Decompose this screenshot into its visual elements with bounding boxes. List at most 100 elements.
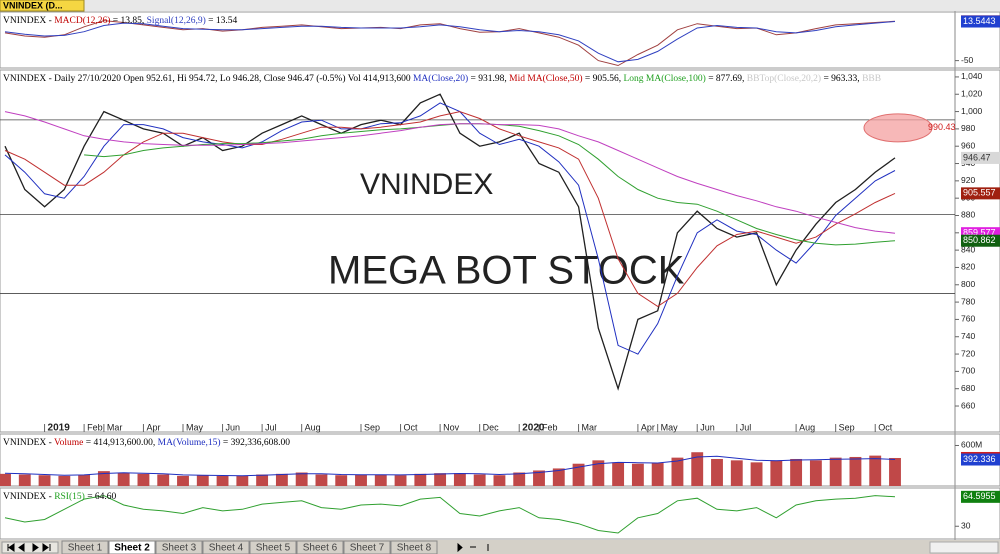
volume-bar xyxy=(730,460,743,486)
panel: 30 64.5955 VNINDEX - RSI(15) = 64.60 xyxy=(0,487,1000,540)
header-part: Signal(12,26,9) xyxy=(147,15,206,26)
header-part: MACD(12,26) xyxy=(54,15,110,26)
sheet-tab-label: Sheet 4 xyxy=(209,543,244,554)
series-line xyxy=(4,111,896,234)
x-tick-label: Dec xyxy=(483,422,500,432)
x-tick-label: Mar xyxy=(582,422,598,432)
nav-arrows xyxy=(7,543,51,552)
value-marker xyxy=(961,15,1000,28)
scrollbar[interactable] xyxy=(929,541,999,554)
nav-buttons[interactable] xyxy=(1,541,59,554)
header-part: Volume xyxy=(54,438,83,448)
value-marker-label: 859.577 xyxy=(963,228,996,238)
header-part: = 963.33, xyxy=(821,74,862,84)
volume-bar xyxy=(829,457,842,486)
sheet-tab[interactable] xyxy=(296,540,344,554)
watermark: VNINDEX xyxy=(360,168,493,201)
volume-bar xyxy=(592,460,605,486)
y-tick-label: 1,020 xyxy=(961,88,983,98)
y-tick-label: 700 xyxy=(961,366,975,376)
sheet-tab-label: Sheet 1 xyxy=(68,543,103,554)
sheet-tab[interactable] xyxy=(61,540,109,554)
value-marker-label: 850.862 xyxy=(963,235,996,245)
window-tab[interactable] xyxy=(0,0,85,12)
volume-bar xyxy=(711,458,723,486)
x-tick-label: Jul xyxy=(265,422,277,432)
y-tick-label: 960 xyxy=(961,140,975,150)
series-line xyxy=(4,111,896,307)
panel-frame xyxy=(0,11,1000,69)
header-part: = 64.60 xyxy=(85,492,117,502)
x-tick-label: May xyxy=(186,422,204,432)
header-part: = 13.54 xyxy=(206,16,238,26)
y-tick-label: 760 xyxy=(961,314,975,324)
y-tick-label: 800 xyxy=(961,279,975,289)
y-tick-label: 30 xyxy=(961,521,971,531)
volume-bar xyxy=(809,460,822,486)
header-part: Mid MA(Close,50) xyxy=(509,73,582,84)
x-tick-label: Apr xyxy=(146,422,160,432)
header-part: VNINDEX - xyxy=(3,492,54,502)
volume-bar xyxy=(790,458,803,486)
volume-bar xyxy=(78,474,91,486)
x-tick-label: Sep xyxy=(839,422,855,432)
volume-bar xyxy=(533,470,545,486)
sheet-tab-label: Sheet 5 xyxy=(256,543,291,554)
value-marker-label: 13.5443 xyxy=(963,16,996,26)
value-marker-label: 64.5955 xyxy=(963,491,996,501)
value-marker-label: 946.47 xyxy=(963,152,991,162)
volume-bar xyxy=(513,472,526,486)
header-part: Long MA(Close,100) xyxy=(623,73,705,84)
y-tick-label: 920 xyxy=(961,175,975,185)
header-part: VNINDEX - xyxy=(3,16,54,26)
sheet-tab-label: Sheet 8 xyxy=(397,543,432,554)
volume-bar xyxy=(295,472,308,486)
volume-bar xyxy=(315,474,328,486)
volume-bar xyxy=(434,473,447,486)
sheet-tab[interactable] xyxy=(249,540,297,554)
volume-bar xyxy=(552,468,565,486)
volume-bar xyxy=(414,473,427,486)
window-tab-label: VNINDEX (D... xyxy=(3,0,63,10)
x-tick-label: Jun xyxy=(700,422,715,432)
volume-bar xyxy=(58,475,71,486)
sheet-tab[interactable] xyxy=(343,540,391,554)
y-tick-label: 880 xyxy=(961,210,975,220)
header-part: = 905.56, xyxy=(583,74,624,84)
sheet-nav xyxy=(1,541,59,554)
volume-bar xyxy=(97,471,110,486)
x-tick-label: Aug xyxy=(799,422,815,432)
series-line xyxy=(4,21,896,63)
line-label: 990.43 xyxy=(928,122,956,132)
x-tick-label: Oct xyxy=(878,422,893,432)
panel-header: VNINDEX - Volume = 414,913,600.00, MA(Vo… xyxy=(3,437,290,448)
y-tick-label: 680 xyxy=(961,383,975,393)
x-tick-label: Feb xyxy=(542,422,558,432)
value-marker xyxy=(961,453,1000,466)
x-tick-label: Nov xyxy=(443,422,460,432)
volume-bar xyxy=(236,475,249,486)
series-line xyxy=(4,455,896,477)
volume-bar xyxy=(157,474,170,486)
header-part: VNINDEX - Daily 27/10/2020 Open 952.61, … xyxy=(3,73,413,84)
volume-bar xyxy=(137,473,150,486)
volume-bar xyxy=(453,473,466,486)
sheet-tab[interactable] xyxy=(108,540,156,554)
sheet-tools xyxy=(457,542,489,553)
volume-bar xyxy=(117,472,130,486)
panel-frame xyxy=(0,69,1000,433)
panel-header: VNINDEX - Daily 27/10/2020 Open 952.61, … xyxy=(3,73,881,84)
volume-bar xyxy=(0,473,11,486)
sheet-tab[interactable] xyxy=(202,540,250,554)
header-part: = 392,336,608.00 xyxy=(221,438,291,448)
x-tick-label: Apr xyxy=(641,422,655,432)
x-tick-label: Mar xyxy=(107,422,123,432)
volume-bar xyxy=(651,463,664,486)
sheet-tab[interactable] xyxy=(390,540,438,554)
x-tick-label: Aug xyxy=(305,422,321,432)
y-tick-label: 840 xyxy=(961,244,975,254)
sheet-tab[interactable] xyxy=(155,540,203,554)
x-tick-label: May xyxy=(661,422,679,432)
volume-bar xyxy=(493,475,506,486)
